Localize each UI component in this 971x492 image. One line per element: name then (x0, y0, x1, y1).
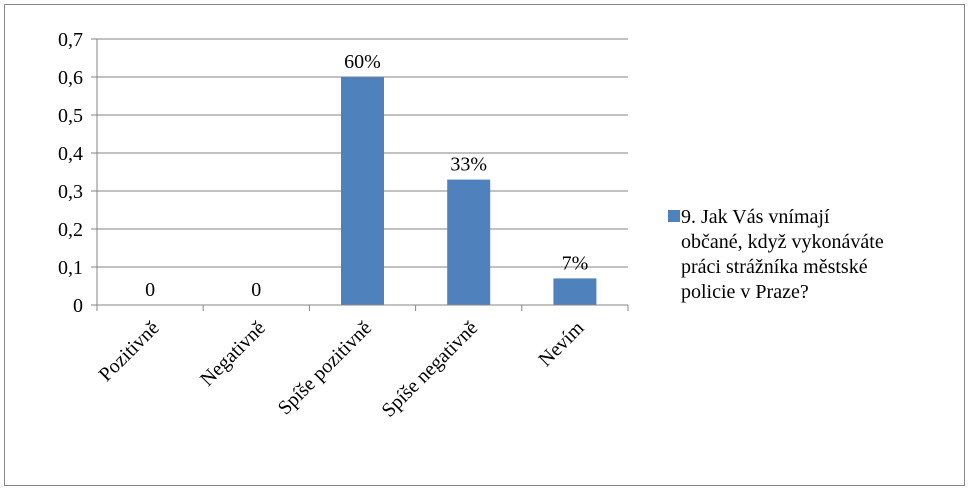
data-label: 33% (450, 154, 487, 176)
y-tick-label: 0,5 (58, 105, 83, 127)
legend-line: 9. Jak Vás vnímají (681, 206, 830, 228)
bar (341, 77, 384, 305)
bars (341, 77, 597, 305)
legend-swatch (668, 210, 680, 222)
y-tick-label: 0,4 (58, 143, 83, 165)
x-axis-ticks: Pozitivně Negativně Spíše pozitivně Spíše n… (95, 305, 629, 422)
y-tick-label: 0,1 (58, 257, 83, 279)
y-tick-label: 0 (73, 295, 83, 317)
x-tick-label: Nevím (534, 317, 588, 371)
legend-label: 9. Jak Vás vnímají občané, když vykonává… (668, 205, 971, 305)
bar-chart: 0 0,1 0,2 0,3 0,4 0,5 0,6 0,7 0 0 60% 33% 7% Poziti… (58, 29, 629, 422)
legend-line: policie v Praze? (681, 281, 809, 303)
data-label: 0 (145, 279, 155, 301)
legend-line: práci strážníka městské (681, 256, 868, 278)
y-axis-ticks: 0 0,1 0,2 0,3 0,4 0,5 0,6 0,7 (58, 29, 97, 317)
x-tick-label: Negativně (196, 317, 270, 391)
y-tick-label: 0,7 (58, 29, 83, 51)
data-label: 7% (562, 252, 589, 274)
data-label: 0 (251, 279, 261, 301)
data-label: 60% (344, 51, 381, 73)
chart-frame: 0 0,1 0,2 0,3 0,4 0,5 0,6 0,7 0 0 60% 33% 7% Poziti… (4, 4, 965, 486)
bar (447, 179, 491, 305)
x-tick-label: Pozitivně (95, 317, 164, 386)
y-tick-label: 0,3 (58, 181, 83, 203)
bar (553, 278, 597, 305)
axes (96, 39, 628, 306)
legend-line: občané, když vykonáváte (681, 231, 884, 253)
data-labels: 0 0 60% 33% 7% (145, 51, 588, 301)
legend: 9. Jak Vás vnímají občané, když vykonává… (668, 205, 968, 305)
y-tick-label: 0,6 (58, 67, 83, 89)
y-tick-label: 0,2 (58, 219, 83, 241)
x-tick-label: Spíše negativně (378, 317, 483, 422)
x-tick-label: Spíše pozitivně (274, 317, 376, 419)
